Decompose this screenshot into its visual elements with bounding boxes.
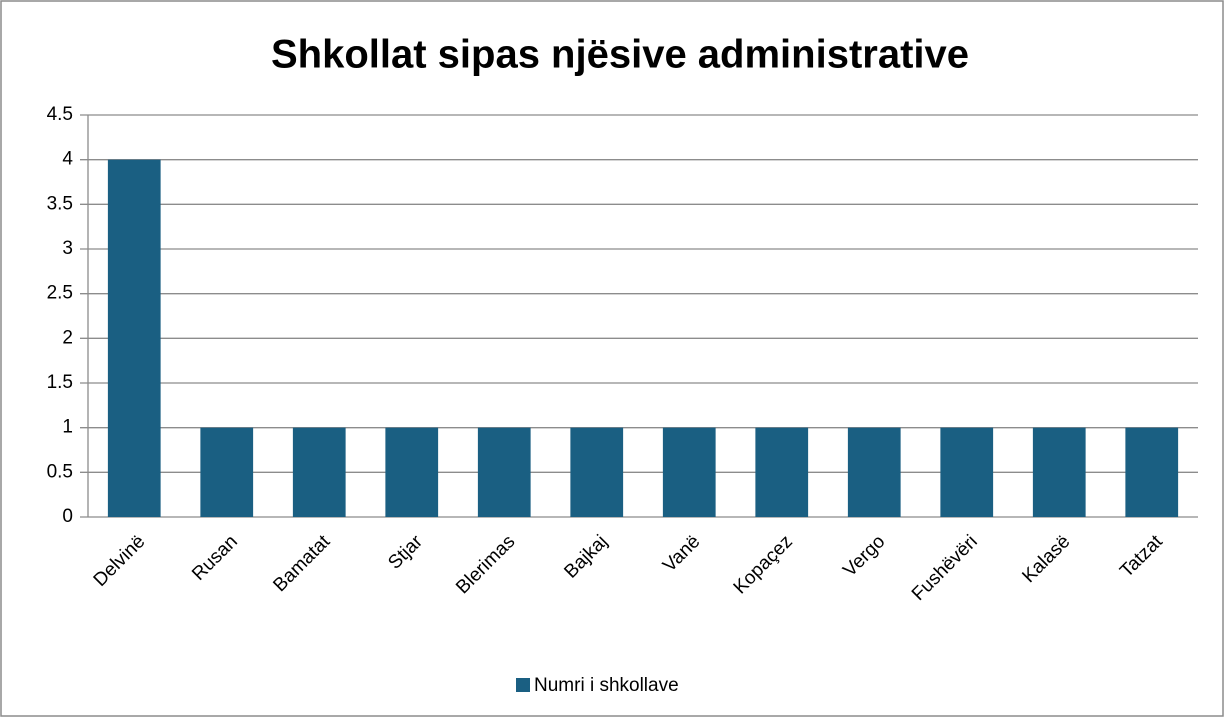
bar xyxy=(570,427,624,517)
y-tick-label: 4.5 xyxy=(47,104,73,125)
y-tick-label: 4 xyxy=(62,149,73,170)
y-tick-label: 2 xyxy=(62,327,73,348)
legend-swatch xyxy=(516,678,530,692)
y-tick-label: 1.5 xyxy=(47,372,73,393)
y-tick-label: 0 xyxy=(62,506,73,527)
bar xyxy=(200,427,254,517)
bar xyxy=(1125,427,1179,517)
bar xyxy=(662,427,716,517)
bar xyxy=(940,427,994,517)
y-tick-label: 1 xyxy=(62,417,73,438)
chart-title: Shkollat sipas njësive administrative xyxy=(271,33,969,77)
bar xyxy=(107,159,161,517)
bar xyxy=(755,427,809,517)
y-tick-label: 0.5 xyxy=(47,461,73,482)
bar xyxy=(385,427,439,517)
y-tick-label: 3.5 xyxy=(47,193,73,214)
bar xyxy=(477,427,531,517)
bar xyxy=(292,427,346,517)
y-tick-label: 3 xyxy=(62,238,73,259)
y-tick-label: 2.5 xyxy=(47,283,73,304)
bar xyxy=(847,427,901,517)
legend-label: Numri i shkollave xyxy=(534,675,679,696)
bar xyxy=(1032,427,1086,517)
